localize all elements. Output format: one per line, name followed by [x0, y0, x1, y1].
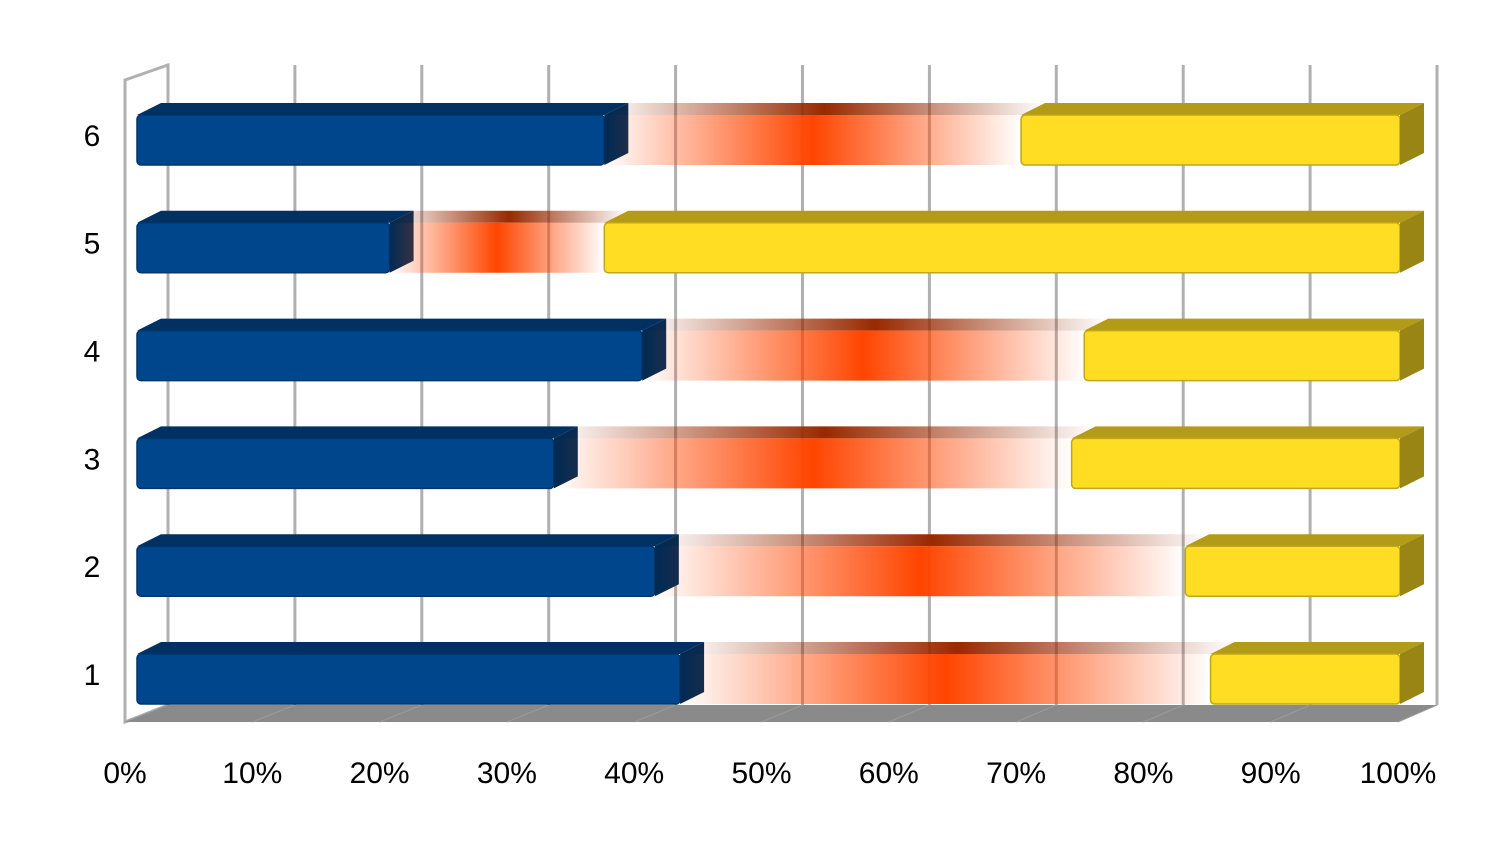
bar	[654, 546, 1186, 597]
x-tick-label: 60%	[859, 757, 919, 790]
x-tick-label: 30%	[477, 757, 537, 790]
bar-top	[654, 534, 1210, 547]
x-tick-label: 70%	[986, 757, 1046, 790]
floor-line	[252, 704, 296, 723]
bar-side	[1400, 318, 1424, 381]
bar-top	[680, 642, 1235, 654]
bar	[1209, 653, 1401, 705]
bar-side	[1400, 534, 1424, 597]
x-tick-label: 80%	[1113, 757, 1173, 790]
bar-top	[137, 534, 679, 547]
bar	[136, 114, 606, 166]
bar-top	[1185, 534, 1424, 547]
bar-top	[137, 103, 629, 115]
floor-line	[124, 704, 169, 723]
bar-top	[1071, 426, 1424, 439]
bar	[136, 545, 656, 597]
bar	[1070, 437, 1401, 490]
bar-top	[604, 103, 1046, 115]
x-tick-label: 50%	[731, 757, 791, 790]
bar-top	[1084, 318, 1424, 331]
y-tick-label: 2	[84, 551, 101, 584]
bar	[1020, 114, 1401, 166]
bar-top	[1021, 103, 1424, 115]
bar-top	[137, 210, 414, 223]
floor-line	[888, 704, 930, 723]
bar-side	[1400, 103, 1424, 165]
bar-top	[553, 426, 1096, 439]
floor-line	[506, 704, 549, 723]
y-tick-label: 6	[84, 120, 101, 153]
bar-side	[1400, 642, 1424, 704]
y-tick-label: 5	[84, 228, 101, 261]
x-tick-label: 40%	[604, 757, 664, 790]
bar-top	[137, 426, 578, 439]
bar	[680, 654, 1211, 704]
y-tick-label: 3	[84, 443, 101, 476]
floor-line	[761, 704, 803, 723]
bar	[136, 653, 681, 705]
x-tick-label: 10%	[222, 757, 282, 790]
x-tick-label: 0%	[103, 757, 146, 790]
x-tick-label: 100%	[1360, 757, 1437, 790]
bar	[136, 329, 643, 382]
bar	[1083, 329, 1401, 382]
bar-side	[1400, 210, 1424, 273]
bar	[604, 115, 1022, 165]
bar	[1184, 545, 1401, 597]
bar	[642, 330, 1085, 381]
floor-line	[1397, 704, 1438, 723]
bar-top	[137, 318, 667, 331]
bar-top	[1210, 642, 1424, 654]
floor-line	[379, 704, 422, 723]
y-tick-label: 1	[84, 659, 101, 692]
bar	[603, 222, 1401, 274]
y-tick-label: 4	[84, 336, 101, 369]
bar-side	[1400, 426, 1424, 489]
bar	[136, 437, 555, 490]
bar	[136, 222, 391, 274]
floor-line	[1270, 704, 1311, 723]
floor-line	[1143, 704, 1184, 723]
bar-top	[137, 642, 705, 654]
bar-top	[389, 210, 629, 223]
bar	[389, 222, 605, 273]
bar-top	[604, 210, 1424, 223]
floor-line	[1015, 704, 1057, 723]
x-tick-label: 90%	[1241, 757, 1301, 790]
bar-top	[642, 318, 1109, 331]
bar	[553, 438, 1072, 489]
x-tick-label: 20%	[350, 757, 410, 790]
floor-line	[634, 704, 676, 723]
